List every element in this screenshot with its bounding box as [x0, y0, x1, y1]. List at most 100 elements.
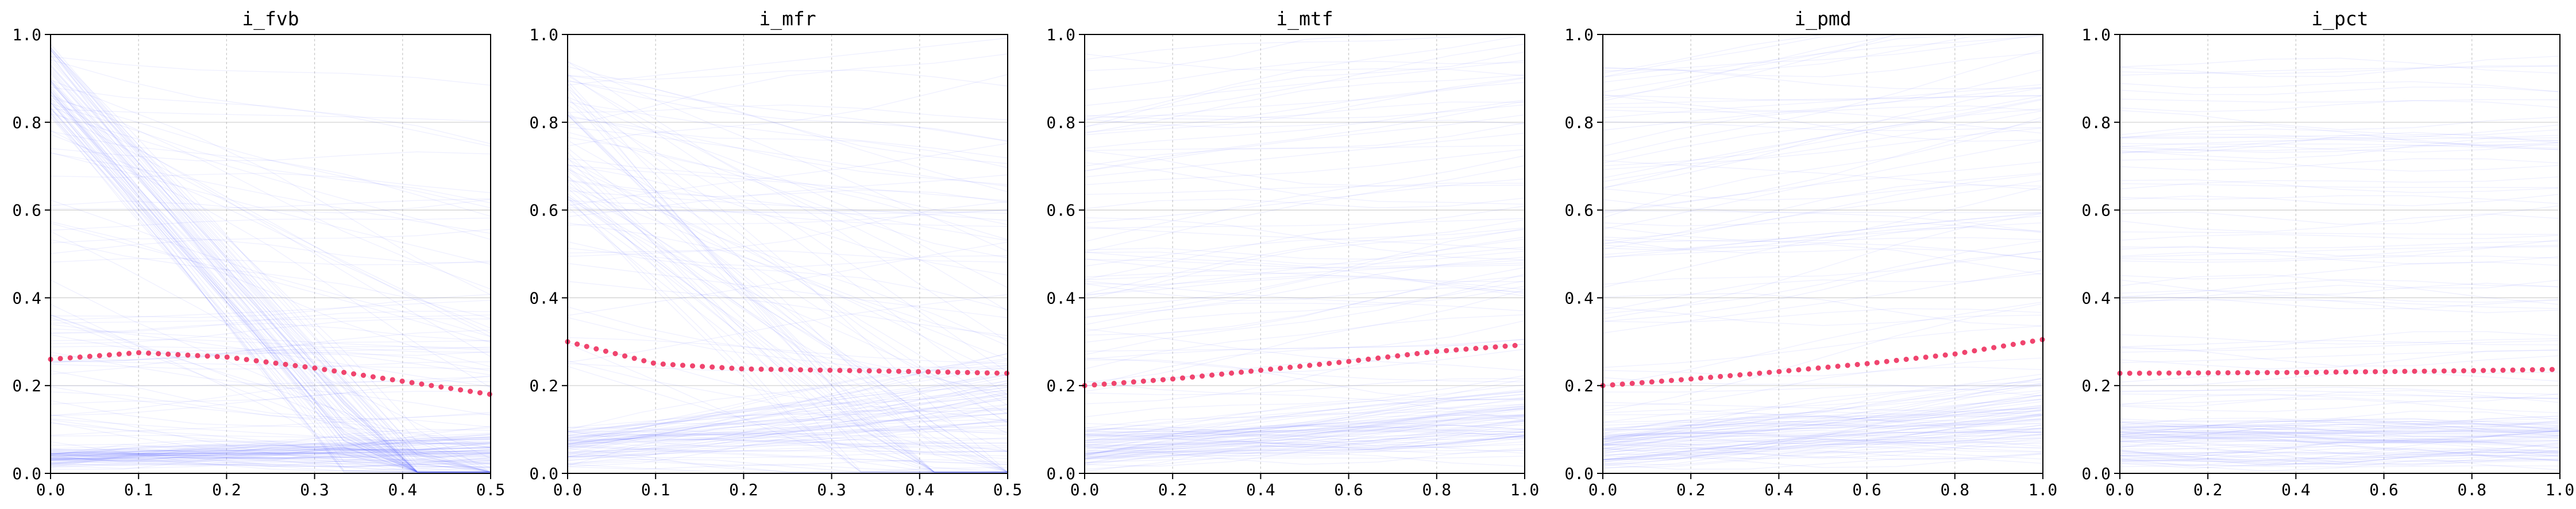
ice-curve — [568, 207, 1008, 214]
ice-curve — [2120, 442, 2560, 450]
ice-curve — [1085, 435, 1525, 464]
ice-curve — [2120, 431, 2560, 435]
ice-curve — [1085, 260, 1525, 280]
x-tick-label: 0.4 — [1246, 480, 1275, 499]
ice-curve — [1603, 446, 2043, 462]
ice-curve — [1085, 178, 1525, 223]
ice-curve — [1603, 379, 2043, 438]
ice-curve — [51, 427, 491, 455]
x-tick-label: 0.3 — [300, 480, 329, 499]
ice-curve — [1085, 420, 1525, 456]
ice-curve — [1603, 108, 2043, 167]
ice-curve — [51, 199, 491, 214]
ice-curve — [1603, 98, 2043, 179]
ice-curve — [568, 101, 1008, 159]
ice-curve — [2120, 213, 2560, 233]
y-tick-label: 1.0 — [2081, 25, 2111, 44]
ice-curve — [51, 113, 491, 473]
ice-curve — [2120, 346, 2560, 367]
ice-curve — [51, 433, 491, 459]
ice-curve — [51, 317, 491, 473]
ice-curve — [51, 66, 491, 473]
ice-curve — [568, 421, 1008, 444]
ice-curve — [51, 91, 491, 473]
ice-curve — [568, 407, 1008, 460]
ice-curve — [2120, 176, 2560, 190]
ice-curve — [1085, 414, 1525, 456]
x-tick-label: 1.0 — [1510, 480, 1540, 499]
ice-curve — [2120, 179, 2560, 193]
ice-curve — [51, 442, 491, 456]
ice-curve — [2120, 462, 2560, 468]
ice-curve — [568, 430, 1008, 458]
ice-curve — [2120, 429, 2560, 441]
ice-curve — [568, 419, 1008, 442]
ice-curve — [51, 453, 491, 460]
ice-curve — [568, 169, 1008, 473]
ice-curve — [568, 190, 1008, 221]
ice-curve — [1603, 161, 2043, 213]
ice-curve — [1085, 53, 1525, 76]
ice-curve — [2120, 435, 2560, 438]
ice-curve — [1085, 357, 1525, 383]
ice-curve — [2120, 441, 2560, 444]
ice-curve — [51, 448, 491, 462]
x-tick-label: 0.4 — [2281, 480, 2311, 499]
ice-curve — [51, 102, 491, 473]
ice-curve — [1603, 409, 2043, 443]
ice-curve — [1603, 427, 2043, 450]
ice-curve — [1603, 69, 2043, 147]
subplot-title: i_fvb — [242, 7, 299, 30]
ice-curve — [1085, 314, 1525, 383]
ice-curve — [51, 450, 491, 454]
ice-curve — [1085, 409, 1525, 448]
ice-curve — [568, 425, 1008, 457]
ice-curve — [1085, 394, 1525, 443]
ice-curve — [1085, 267, 1525, 343]
ice-curve — [2120, 460, 2560, 465]
y-tick-label: 0.2 — [529, 376, 558, 395]
x-tick-label: 0.5 — [993, 480, 1023, 499]
ice-curve — [51, 437, 491, 460]
ice-curve — [2120, 145, 2560, 151]
ice-curve — [1085, 263, 1525, 277]
ice-curve — [1603, 377, 2043, 437]
ice-curve — [2120, 418, 2560, 431]
ice-curve — [51, 451, 491, 454]
ice-curve — [1085, 338, 1525, 404]
ice-curve — [2120, 56, 2560, 77]
ice-curve — [1085, 422, 1525, 457]
ice-curve — [2120, 410, 2560, 429]
ice-curve — [1085, 434, 1525, 459]
ice-curve — [2120, 452, 2560, 457]
ice-curve — [51, 49, 491, 473]
ice-curve — [1085, 344, 1525, 352]
ice-curve — [1603, 95, 2043, 101]
ice-curve — [51, 323, 491, 387]
ice-curve — [568, 104, 1008, 424]
ice-curve — [51, 440, 491, 456]
ice-curve — [1085, 51, 1525, 128]
ice-curve — [51, 454, 491, 465]
ice-curve — [2120, 158, 2560, 171]
ice-curve — [2120, 234, 2560, 241]
ice-curve — [1603, 418, 2043, 439]
y-tick-label: 0.6 — [1046, 201, 1075, 220]
ice-curve — [1085, 425, 1525, 441]
ice-curve — [1085, 60, 1525, 106]
ice-curve — [2120, 110, 2560, 130]
ice-curve — [1085, 44, 1525, 118]
ice-curve — [1603, 458, 2043, 470]
ice-curve — [1085, 378, 1525, 395]
ice-curve — [1603, 303, 2043, 412]
ice-curve — [2120, 418, 2560, 435]
x-tick-label: 0.4 — [905, 480, 935, 499]
ice-curve — [2120, 135, 2560, 141]
ice-curve — [2120, 125, 2560, 146]
ice-curve — [2120, 448, 2560, 462]
ice-curve — [1603, 385, 2043, 393]
ice-curve — [568, 180, 1008, 473]
ice-curve — [568, 180, 1008, 203]
ice-curve — [1603, 407, 2043, 441]
ice-curve — [1085, 441, 1525, 454]
